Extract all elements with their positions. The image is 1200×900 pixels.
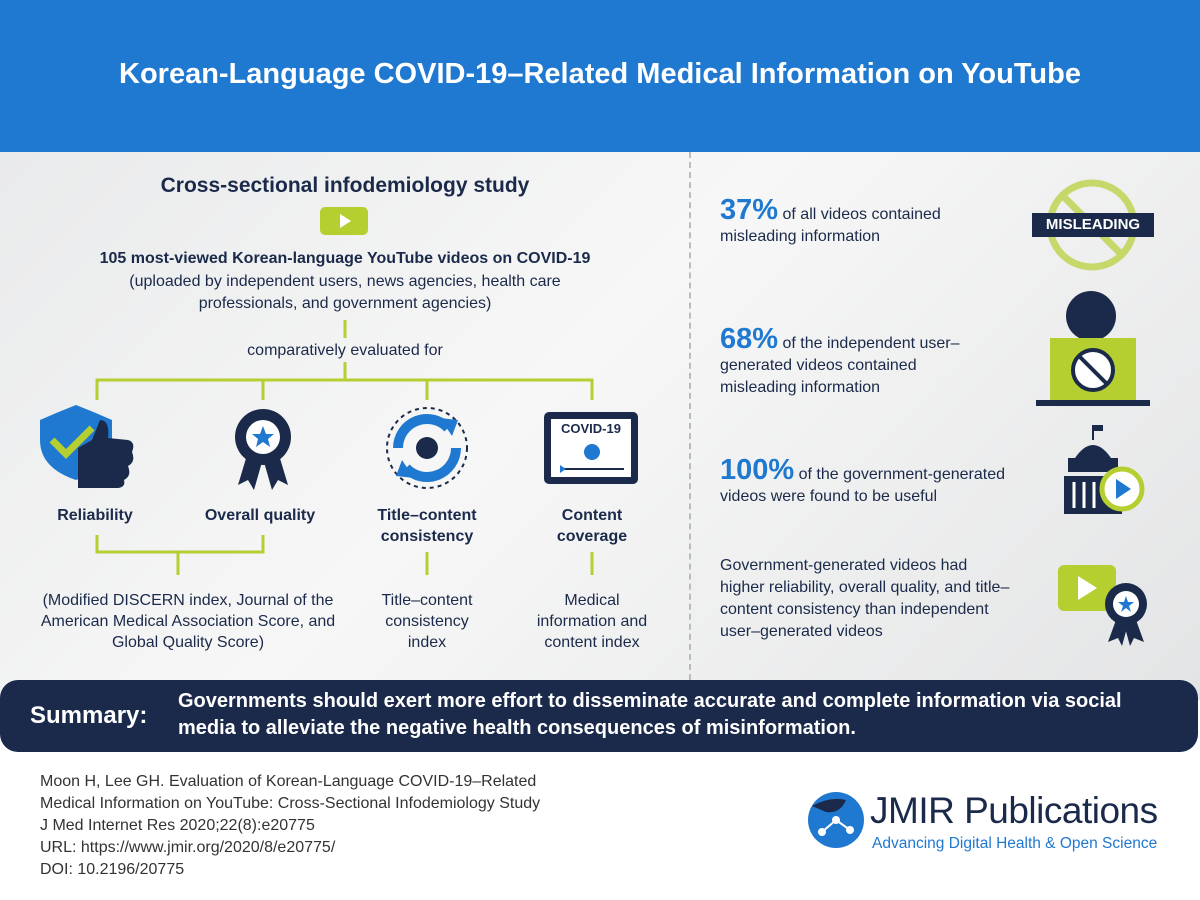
- finding: 100% of the government-generated videos …: [720, 454, 1045, 508]
- sample: 105 most-viewed Korean-language YouTube …: [99, 250, 591, 267]
- summary-label: Summary:: [30, 702, 148, 729]
- citation-line: DOI: 10.2196/20775: [40, 861, 185, 878]
- citation-line: J Med Internet Res 2020;22(8):e20775: [40, 817, 315, 834]
- finding-text: of the government-generated videos were …: [720, 466, 1005, 505]
- criterion: Overall quality: [204, 507, 316, 524]
- citation-line: URL: https://www.jmir.org/2020/8/e20775/: [40, 839, 336, 856]
- criterion: Content coverage: [556, 507, 628, 545]
- finding-text: of the independent user–generated videos…: [720, 335, 960, 396]
- citation-line: Moon H, Lee GH. Evaluation of Korean-Lan…: [40, 773, 537, 790]
- measure: Title–content consistency index: [381, 592, 473, 651]
- stat: 100%: [720, 454, 795, 486]
- badge: MISLEADING: [1045, 216, 1141, 233]
- connector: comparatively evaluated for: [247, 342, 443, 359]
- publisher-name: JMIR Publications: [870, 790, 1158, 831]
- study-design: Cross-sectional infodemiology study: [160, 174, 530, 197]
- criterion: Title–content consistency: [377, 507, 477, 545]
- finding: 37% of all videos contained misleading i…: [720, 194, 990, 248]
- summary-bar: [0, 680, 1198, 752]
- sample-note: (uploaded by independent users, news age…: [129, 273, 561, 312]
- summary-text: Governments should exert more effort to …: [178, 690, 1122, 739]
- stat: 68%: [720, 323, 779, 355]
- measure: Medical information and content index: [536, 592, 648, 651]
- measure: (Modified DISCERN index, Journal of the …: [40, 592, 336, 651]
- citation-line: Medical Information on YouTube: Cross-Se…: [40, 795, 541, 812]
- publisher-tagline: Advancing Digital Health & Open Science: [872, 835, 1158, 852]
- divider: [689, 152, 691, 680]
- finding: 68% of the independent user–generated vi…: [720, 323, 995, 399]
- criterion: Reliability: [57, 507, 133, 524]
- stat: 37%: [720, 194, 779, 226]
- finding-text: of all videos contained misleading infor…: [720, 206, 941, 245]
- finding-text: Government-generated videos had higher r…: [720, 557, 1010, 640]
- header: [0, 0, 1200, 152]
- icon-text: COVID-19: [561, 421, 621, 436]
- finding: Government-generated videos had higher r…: [720, 555, 1015, 643]
- title: Korean-Language COVID-19–Related Medical…: [119, 58, 1081, 90]
